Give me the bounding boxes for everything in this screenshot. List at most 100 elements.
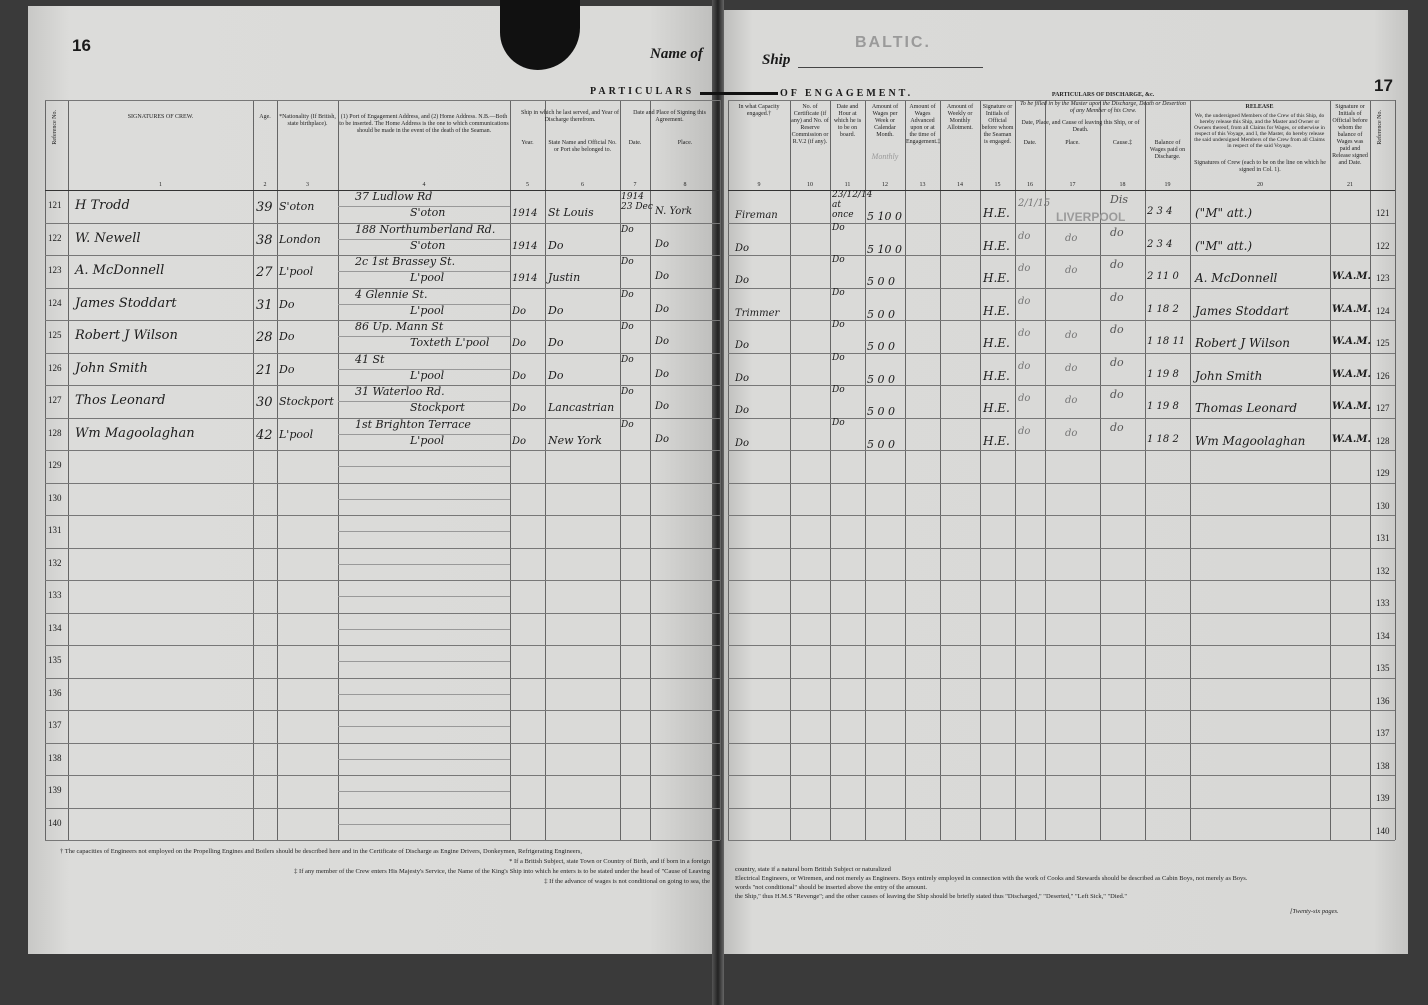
release-signature: ("M" att.) (1195, 238, 1253, 253)
reference-number: 130 (48, 492, 62, 503)
column-rule (940, 100, 941, 840)
discharge-place: do (1065, 427, 1078, 439)
engaging-official: H.E. (983, 303, 1010, 318)
row-rule (728, 645, 1395, 646)
home-address: L'pool (410, 303, 445, 317)
discharge-cause: do (1110, 225, 1124, 239)
reference-number: 122 (48, 232, 62, 243)
onboard-date: Do (832, 385, 845, 395)
discharge-date: do (1018, 295, 1031, 307)
engagement-address: 41 St (355, 352, 385, 366)
last-ship-year: 1914 (512, 240, 538, 252)
address-subrule (338, 791, 510, 793)
row-rule (728, 742, 1395, 744)
discharge-date: do (1018, 360, 1031, 372)
crew-signature: John Smith (75, 360, 148, 376)
age: 21 (256, 362, 273, 378)
reference-number-right: 121 (1376, 208, 1390, 218)
signing-date: Do (621, 419, 634, 430)
column-rule (1015, 100, 1016, 840)
signing-place: Do (655, 271, 670, 282)
signing-place: Do (655, 401, 670, 412)
onboard-date: Do (832, 352, 845, 363)
column-number: 17 (1069, 182, 1076, 188)
address-subrule (338, 271, 510, 273)
reference-number-right: 137 (1376, 728, 1390, 738)
address-subrule (338, 693, 510, 695)
column-rule (728, 100, 729, 840)
column-header: Amount of Wages per Week or Calendar Mon… (871, 104, 899, 138)
header-rule (45, 100, 720, 101)
footnote-4: ‡ If the advance of wages is not conditi… (544, 878, 710, 885)
column-number: 12 (882, 182, 888, 188)
balance-of-wages: 1 19 8 (1147, 401, 1179, 412)
release-signature: James Stoddart (1195, 303, 1289, 318)
address-subrule (338, 823, 510, 825)
column-header: Signatures of Crew (each to be on the li… (1194, 160, 1326, 173)
column-header: Balance of Wages paid on Discharge. (1149, 140, 1186, 160)
row-rule (45, 742, 720, 744)
age: 31 (256, 297, 273, 313)
column-number: 14 (957, 182, 963, 188)
footnote-7: words "not conditional" should be insert… (735, 884, 927, 891)
age: 30 (256, 395, 273, 410)
column-header: Year. (521, 140, 534, 146)
footnote-5: country, state if a natural born British… (735, 866, 891, 873)
engagement-address: 37 Ludlow Rd (355, 190, 433, 203)
age: 27 (256, 265, 273, 280)
column-header: No. of Certificate (if any) and No. of R… (791, 104, 829, 145)
last-ship-year: 1914 (512, 273, 538, 284)
nationality: L'pool (279, 427, 314, 441)
signing-place: Do (655, 368, 670, 380)
column-number: 16 (1027, 182, 1033, 188)
column-number: 5 (526, 182, 529, 188)
onboard-date: Do (832, 320, 845, 330)
reference-number-right: 132 (1376, 565, 1390, 576)
row-rule (728, 352, 1395, 354)
age: 42 (256, 427, 273, 443)
signing-place: Do (655, 303, 670, 315)
discharge-date: do (1018, 263, 1031, 274)
signing-place: Do (655, 238, 670, 250)
signing-place: N. York (655, 206, 693, 217)
reference-number-right: 139 (1376, 793, 1390, 803)
engaging-official: H.E. (983, 238, 1010, 253)
row-rule (45, 515, 720, 516)
crew-signature: Thos Leonard (75, 393, 166, 408)
name-of-label: Name of (650, 46, 703, 62)
release-official-initials: W.A.M. (1332, 271, 1371, 282)
row-rule (728, 417, 1395, 419)
capacity: Do (735, 405, 750, 416)
capacity: Trimmer (735, 307, 780, 319)
discharge-date: do (1018, 328, 1031, 339)
reference-number: 138 (48, 752, 62, 763)
signing-place: Do (655, 433, 670, 445)
reference-number: 124 (48, 297, 62, 308)
discharge-date: do (1018, 393, 1031, 404)
last-ship-group-header: Ship in which he last served, and Year o… (521, 110, 619, 123)
onboard-date: 23/12/14 at once (832, 190, 873, 220)
column-rule (830, 100, 831, 840)
onboard-date: Do (832, 287, 845, 298)
engaging-official: H.E. (983, 336, 1010, 350)
row-rule (728, 385, 1395, 386)
row-rule (45, 450, 720, 451)
capacity: Do (735, 275, 750, 286)
column-number: 8 (683, 182, 687, 188)
column-header: Age. (259, 114, 271, 120)
ship-name-rule (798, 67, 983, 68)
column-rule (277, 100, 278, 840)
column-header: Signature or Initials of Official before… (1332, 104, 1368, 166)
page-count-note: [Twenty-six pages. (1290, 908, 1339, 915)
home-address: L'pool (410, 368, 445, 382)
balance-of-wages: 2 3 4 (1147, 238, 1173, 250)
crew-signature: A. McDonnell (75, 263, 165, 278)
reference-number-right: 133 (1376, 598, 1390, 608)
reference-number: 121 (48, 200, 62, 210)
nationality: Do (279, 362, 295, 376)
column-rule (545, 100, 546, 840)
nationality: L'pool (279, 265, 314, 278)
row-rule (45, 645, 720, 646)
row-rule (45, 710, 720, 711)
home-address: Toxteth L'pool (410, 336, 490, 349)
